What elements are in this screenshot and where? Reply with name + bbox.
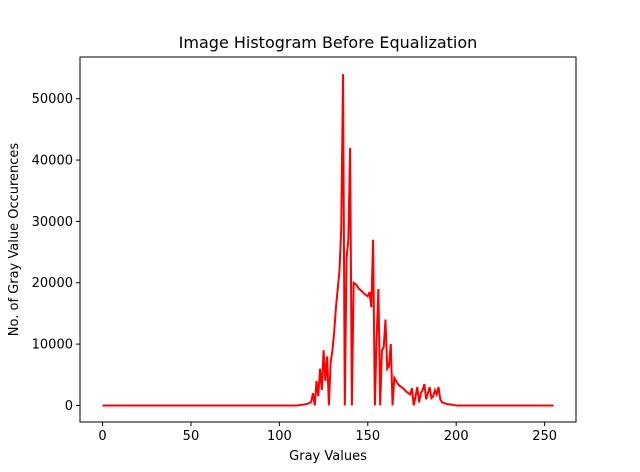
y-tick-label: 10000 [32, 338, 73, 353]
x-tick-label: 100 [267, 429, 292, 444]
x-tick-label: 0 [98, 429, 106, 444]
y-tick-label: 50000 [32, 92, 73, 107]
y-tick-label: 40000 [32, 154, 73, 169]
y-tick-label: 0 [65, 399, 73, 414]
plot-frame [79, 56, 577, 423]
x-axis-ticks: 0 50 100 150 200 250 [98, 422, 557, 444]
x-axis-label: Gray Values [289, 449, 367, 464]
plot-lines [102, 74, 554, 407]
y-tick-label: 20000 [32, 276, 73, 291]
y-axis-ticks: 0 10000 20000 30000 40000 50000 [32, 92, 80, 414]
y-tick-label: 30000 [32, 215, 73, 230]
y-axis-label: No. of Gray Value Occurences [7, 143, 22, 337]
histogram-series-line [102, 74, 554, 407]
x-tick-label: 200 [444, 429, 469, 444]
x-tick-label: 250 [532, 429, 557, 444]
x-tick-label: 50 [183, 429, 200, 444]
x-tick-label: 150 [355, 429, 380, 444]
chart-title: Image Histogram Before Equalization [179, 33, 478, 52]
